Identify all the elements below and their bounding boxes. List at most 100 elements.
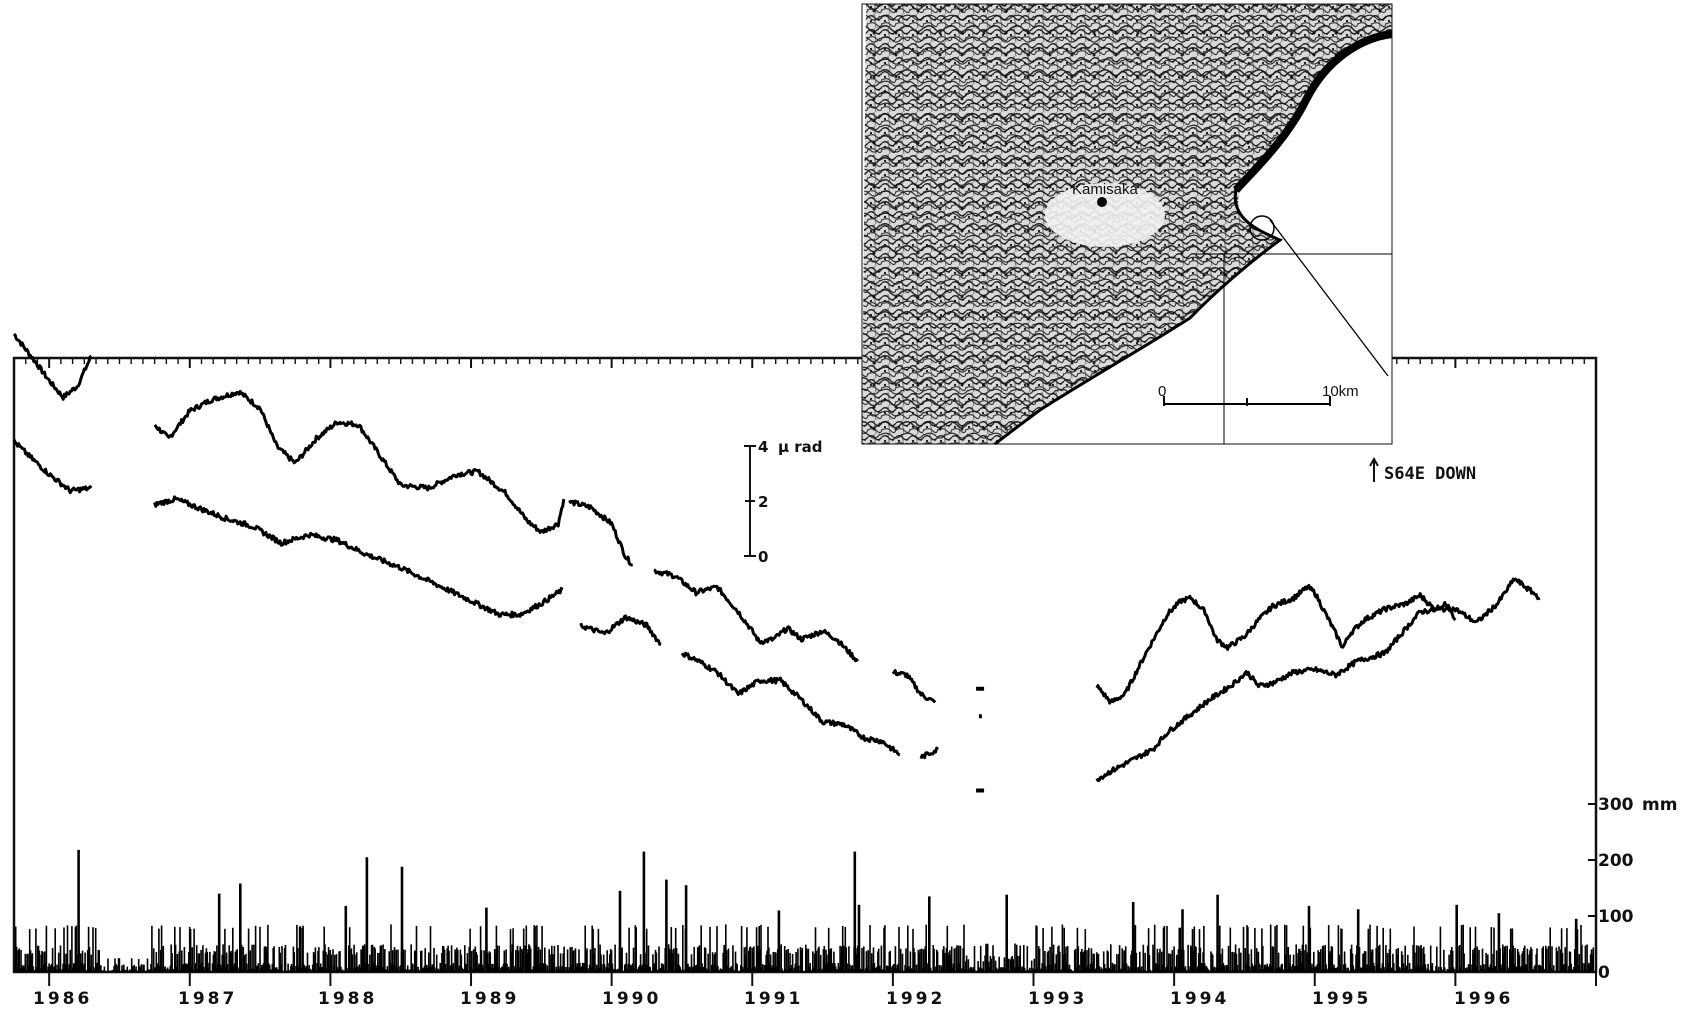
rainfall-bar [923, 967, 926, 972]
rainfall-bar [158, 928, 160, 972]
rainfall-bar [1355, 954, 1357, 972]
rainfall-bar [1212, 968, 1215, 972]
rainfall-bar [101, 970, 103, 972]
rainfall-bar [890, 966, 892, 972]
rainfall-bar [1477, 971, 1479, 972]
rainfall-bar [251, 944, 253, 972]
rainfall-bar [960, 969, 963, 972]
rainfall-bar [1179, 927, 1181, 972]
rainfall-bar [1303, 950, 1305, 972]
rainfall-bar [1023, 967, 1026, 972]
rainfall-bar [1428, 970, 1430, 972]
rainfall-bar [1064, 953, 1066, 972]
rainfall-bar [1290, 966, 1292, 972]
rainfall-bar [261, 967, 264, 972]
rainfall-bar [1073, 971, 1075, 972]
rainfall-bar [593, 954, 595, 972]
rainfall-bar [1459, 966, 1462, 972]
rainfall-bar [972, 969, 974, 972]
rainfall-bar [1232, 951, 1234, 972]
rainfall-bar [1220, 965, 1223, 972]
rainfall-bar [967, 959, 970, 972]
rainfall-bar [1219, 925, 1221, 972]
rainfall-bar [1338, 954, 1341, 972]
rainfall-bar [1049, 946, 1051, 972]
rainfall-bar [535, 944, 537, 972]
rainfall-bar [1044, 951, 1046, 972]
rainfall-bar [1382, 927, 1384, 972]
rainfall-bar [753, 946, 755, 972]
rainfall-bar [398, 966, 400, 972]
rainfall-bar [362, 945, 364, 972]
rainfall-bar [1093, 954, 1095, 972]
rainfall-bar [463, 969, 465, 972]
rainfall-bar [391, 950, 394, 972]
rainfall-bar [442, 946, 445, 972]
rainfall-bar [1221, 948, 1224, 972]
rainfall-bar [1109, 967, 1111, 972]
rainfall-bar [1306, 952, 1308, 972]
rainfall-bar [327, 947, 330, 972]
rainfall-bar [766, 950, 768, 972]
rainfall-bar [547, 971, 550, 972]
rainfall-bar [14, 926, 17, 972]
rainfall-bar [1245, 964, 1247, 972]
tilt-scale-bar: 4 μ rad 2 0 [744, 438, 823, 566]
rainfall-bar [371, 944, 374, 972]
rainfall-bar [456, 947, 458, 972]
rainfall-bar [1402, 963, 1405, 972]
rainfall-bar [175, 966, 178, 972]
rainfall-bar [154, 967, 157, 972]
rainfall-bar [623, 964, 626, 972]
rainfall-bar [977, 961, 979, 972]
rainfall-bar [904, 964, 906, 972]
rainfall-bar [503, 950, 506, 972]
rainfall-bar [505, 949, 507, 972]
rainfall-bar [1356, 945, 1358, 972]
rainfall-bar [1033, 958, 1036, 972]
rainfall-bar [1407, 969, 1410, 972]
rainfall-bar [625, 952, 628, 972]
rainfall-bar [1160, 969, 1162, 972]
rainfall-bar [945, 947, 948, 972]
rainfall-bar [674, 927, 677, 972]
rainfall-bar [882, 969, 884, 972]
rainfall-bar [1328, 953, 1331, 972]
year-label-1989: 1989 [460, 989, 519, 1009]
rainfall-bar [1278, 966, 1281, 972]
rainfall-bar [1018, 956, 1021, 972]
rainfall-bar [767, 926, 769, 972]
rainfall-bar [428, 952, 430, 972]
rainfall-spike-bar [853, 851, 857, 972]
rainfall-bar [770, 968, 773, 972]
rainfall-bar [886, 965, 889, 972]
rainfall-bar [125, 970, 128, 972]
year-label-1986: 1986 [33, 989, 92, 1009]
rainfall-bar [276, 969, 279, 972]
rainfall-bar [20, 949, 22, 972]
rainfall-bar [551, 954, 554, 972]
rainfall-bar [1284, 924, 1286, 972]
rainfall-bar [728, 970, 731, 972]
rainfall-bar [658, 946, 660, 972]
rainfall-bar [1504, 945, 1507, 972]
rainfall-bar [350, 948, 353, 972]
rainfall-bar [333, 966, 335, 972]
rainfall-bar [836, 969, 839, 972]
rainfall-bar [1313, 951, 1315, 972]
rainfall-bar [249, 950, 252, 972]
rainfall-bar [150, 964, 152, 972]
rainfall-bar [1140, 966, 1143, 972]
rainfall-bar [1427, 963, 1429, 972]
rainfall-bar [1108, 968, 1110, 972]
rainfall-bar [382, 944, 384, 972]
rainfall-bar [1313, 967, 1316, 972]
rainfall-bar [406, 969, 408, 972]
rainfall-bar [135, 966, 137, 972]
rainfall-bar [376, 967, 378, 972]
rainfall-bar [839, 945, 841, 972]
rainfall-spike-bar [485, 907, 488, 972]
rainfall-bar [1583, 963, 1586, 972]
rainfall-bar [1267, 966, 1269, 972]
rainfall-bar [146, 958, 149, 972]
